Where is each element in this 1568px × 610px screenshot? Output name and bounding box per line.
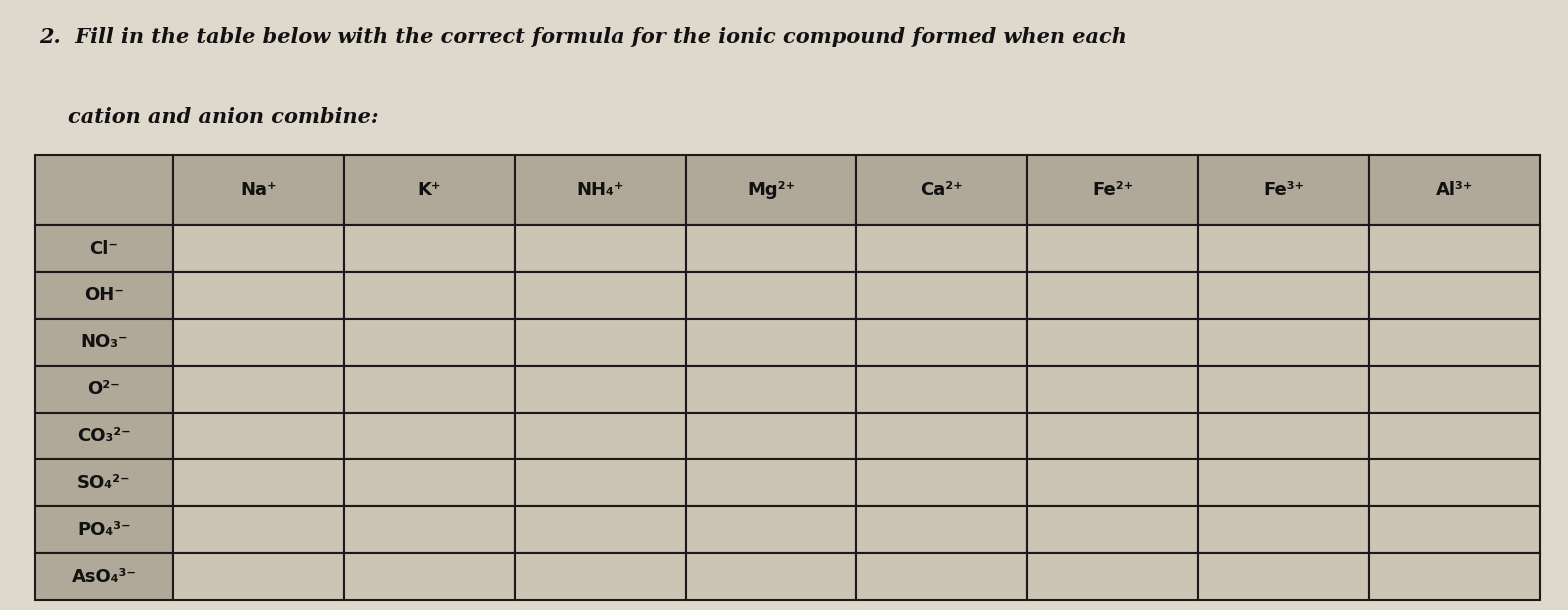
Text: Al³⁺: Al³⁺	[1436, 181, 1474, 199]
Text: PO₄³⁻: PO₄³⁻	[77, 521, 130, 539]
Text: cation and anion combine:: cation and anion combine:	[39, 107, 379, 127]
Text: Na⁺: Na⁺	[240, 181, 276, 199]
Text: Ca²⁺: Ca²⁺	[920, 181, 963, 199]
Text: O²⁻: O²⁻	[88, 380, 121, 398]
Text: CO₃²⁻: CO₃²⁻	[77, 427, 130, 445]
Text: Cl⁻: Cl⁻	[89, 240, 119, 257]
Text: Fe³⁺: Fe³⁺	[1264, 181, 1305, 199]
Text: NO₃⁻: NO₃⁻	[80, 333, 129, 351]
Text: K⁺: K⁺	[417, 181, 441, 199]
Text: SO₄²⁻: SO₄²⁻	[77, 474, 130, 492]
Text: 2.  Fill in the table below with the correct formula for the ionic compound form: 2. Fill in the table below with the corr…	[39, 27, 1127, 48]
Text: AsO₄³⁻: AsO₄³⁻	[72, 567, 136, 586]
Text: Mg²⁺: Mg²⁺	[746, 181, 795, 199]
Text: Fe²⁺: Fe²⁺	[1093, 181, 1134, 199]
Text: OH⁻: OH⁻	[85, 287, 124, 304]
Text: NH₄⁺: NH₄⁺	[577, 181, 624, 199]
